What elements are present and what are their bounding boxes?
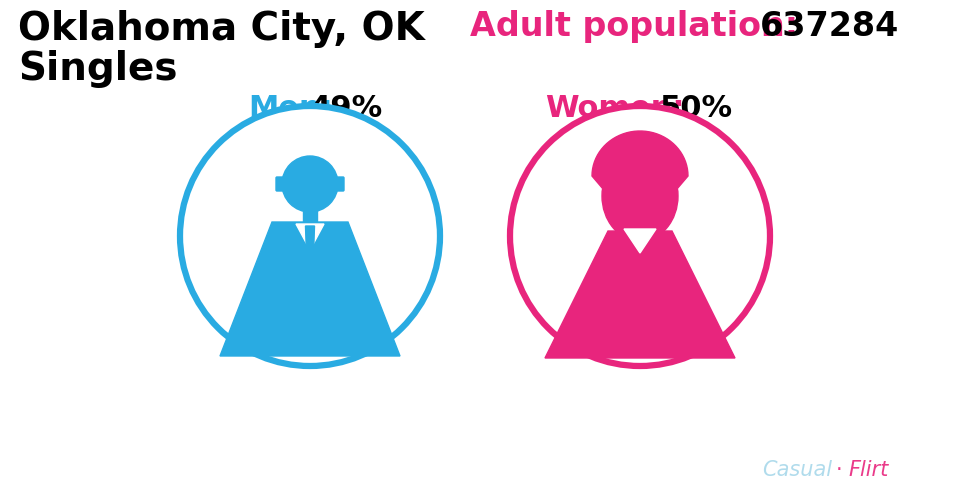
FancyBboxPatch shape bbox=[335, 178, 344, 191]
Text: ·: · bbox=[836, 459, 843, 479]
Text: Adult population:: Adult population: bbox=[470, 10, 798, 43]
Polygon shape bbox=[305, 226, 315, 281]
Polygon shape bbox=[220, 222, 400, 356]
Polygon shape bbox=[592, 132, 688, 216]
Circle shape bbox=[510, 107, 770, 366]
Text: Casual: Casual bbox=[762, 459, 832, 479]
FancyBboxPatch shape bbox=[276, 178, 285, 191]
Text: Singles: Singles bbox=[18, 50, 178, 88]
Bar bbox=[629, 216, 651, 231]
Text: 49%: 49% bbox=[310, 94, 383, 123]
Polygon shape bbox=[545, 231, 735, 358]
Bar bbox=[303, 210, 317, 224]
Polygon shape bbox=[624, 229, 656, 254]
Text: Men:: Men: bbox=[248, 94, 333, 123]
Text: Oklahoma City, OK: Oklahoma City, OK bbox=[18, 10, 424, 48]
Text: 637284: 637284 bbox=[760, 10, 900, 43]
Text: Women:: Women: bbox=[545, 94, 684, 123]
Circle shape bbox=[180, 107, 440, 366]
Ellipse shape bbox=[602, 152, 678, 241]
Text: Flirt: Flirt bbox=[848, 459, 888, 479]
Circle shape bbox=[282, 157, 338, 212]
Polygon shape bbox=[296, 224, 324, 250]
Text: 50%: 50% bbox=[660, 94, 733, 123]
